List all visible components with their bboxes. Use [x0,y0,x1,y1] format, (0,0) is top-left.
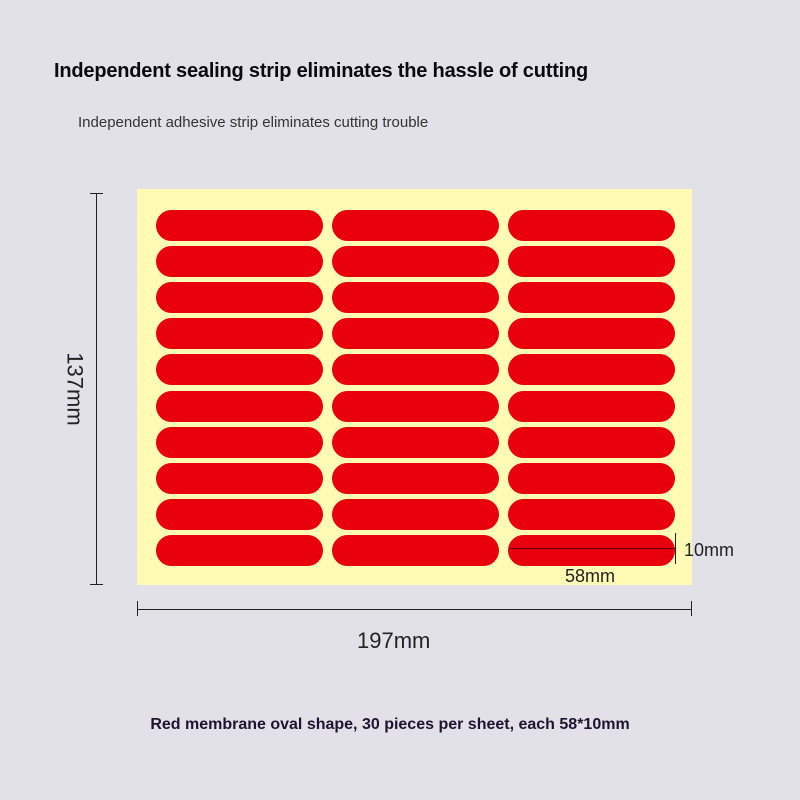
red-strip [332,462,499,494]
red-strip [508,426,675,458]
height-tick-bottom [90,584,103,585]
red-strip [508,318,675,350]
red-strip [508,210,675,241]
caption: Red membrane oval shape, 30 pieces per s… [150,716,630,733]
red-strip [332,282,499,314]
red-strip [508,282,675,314]
red-strip [332,390,499,422]
red-strip [508,354,675,386]
red-strip [332,534,499,566]
red-strip [332,318,499,350]
width-tick-right [691,601,692,616]
red-strip [332,354,499,386]
red-strip [508,246,675,278]
red-strip [332,498,499,530]
height-dimension-line [96,193,97,585]
red-strip [156,354,323,386]
width-label: 197mm [357,628,431,653]
red-strip [508,534,675,566]
red-strip [156,246,323,278]
red-strip [508,498,675,530]
subheadline: Independent adhesive strip eliminates cu… [78,114,429,131]
headline: Independent sealing strip eliminates the… [54,60,589,82]
red-strip [508,462,675,494]
red-strip [156,210,323,241]
height-tick-top [90,193,103,194]
width-tick-left [137,601,138,616]
red-strip [332,210,499,241]
strip-height-label: 10mm [684,540,735,560]
red-strip [156,498,323,530]
strip-length-label: 58mm [565,566,616,586]
red-strip [156,462,323,494]
red-strip [156,318,323,350]
red-strip [156,282,323,314]
sticker-sheet [137,189,692,585]
red-strip [156,390,323,422]
red-strip [508,390,675,422]
red-strip [156,426,323,458]
red-strip [156,534,323,566]
red-strip [332,426,499,458]
height-label: 137mm [62,352,88,426]
strip-length-line [509,548,675,549]
width-dimension-line [137,609,692,610]
red-strip [332,246,499,278]
strip-height-line [675,533,676,564]
